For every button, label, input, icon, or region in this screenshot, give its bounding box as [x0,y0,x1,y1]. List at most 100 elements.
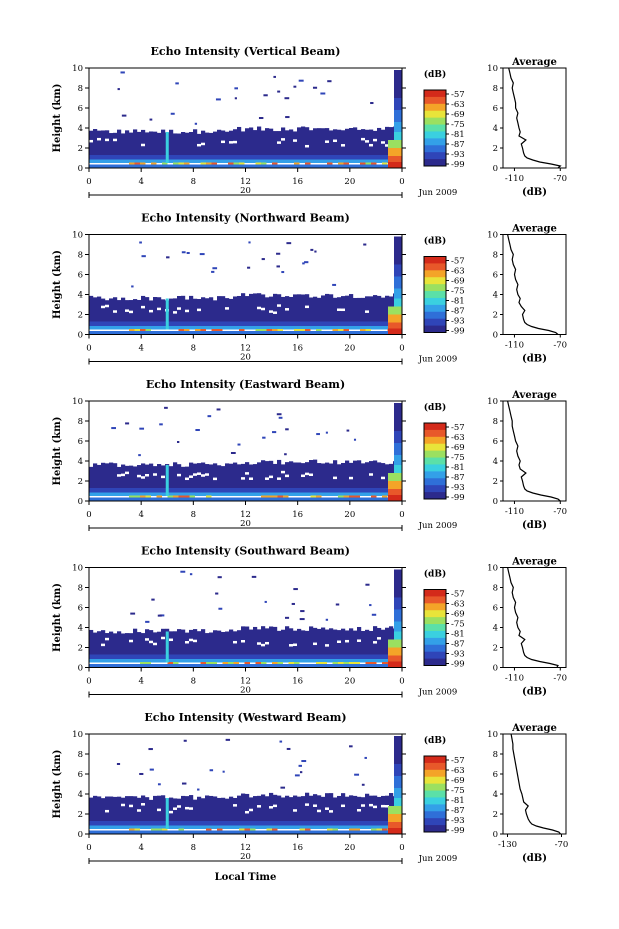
echo-band-cell [93,463,98,490]
echo-band-cell [173,798,178,823]
colorbar-tick-label: -87 [451,140,465,150]
echo-band-cell [141,295,146,324]
x-tick-label: 16 [292,177,303,187]
echo-band-cell [205,464,210,490]
scatter-echo [139,772,144,775]
echo-gap [161,636,166,640]
echo-gap [385,144,390,147]
profile-y-tick-label: 4 [493,124,498,134]
echo-band-cell [277,630,282,657]
echo-gap [341,308,346,312]
echo-band-cell [337,795,342,823]
scatter-echo [175,82,179,85]
echo-band-cell [145,132,150,157]
echo-band-cell [317,628,322,657]
rain-column-cell [388,140,402,148]
date-label: Jun 2009 [418,854,458,864]
echo-band-cell [377,127,382,157]
scatter-echo [121,114,127,117]
y-tick-label: 6 [78,604,83,614]
rain-column-cell [394,631,402,640]
colorbar-tick-label: -75 [451,786,465,796]
echo-band-cell [149,463,154,490]
echo-band-cell [137,465,142,490]
echo-band-cell [137,131,142,157]
rain-column-cell [388,481,402,489]
echo-band-cell [273,293,278,324]
echo-gap [325,140,330,143]
echo-gap [281,138,286,141]
echo-band-cell [289,129,294,157]
colorbar-cell [424,756,446,764]
scatter-echo [298,79,304,82]
rain-column-cell [394,443,402,455]
echo-band-cell [201,297,206,324]
echo-band-cell [373,795,378,823]
scatter-echo [276,265,280,268]
echo-band-cell [233,296,238,324]
colorbar-tick-label: -63 [451,100,465,110]
colorbar-tick-label: -99 [451,826,465,836]
scatter-echo [327,80,332,83]
echo-band-cell [345,460,350,490]
echo-band-cell [109,796,114,823]
echo-band-cell [337,129,342,157]
echo-band-cell [309,795,314,823]
echo-band-cell [105,633,110,657]
profile-y-tick-label: 6 [493,104,498,114]
colorbar-cell [424,471,446,479]
echo-band-cell [133,466,138,490]
echo-gap [341,144,346,147]
echo-gap [125,309,130,312]
echo-band-cell [369,795,374,823]
rain-column-cell [394,288,402,299]
echo-band-cell [281,296,286,324]
echo-gap [197,308,202,312]
echo-band-cell [333,797,338,823]
scatter-echo [332,283,337,286]
y-tick-label: 0 [78,664,83,674]
colorbar-frame [423,256,447,333]
x-tick-label: 16 [292,510,303,520]
echo-band-cell [297,127,302,157]
y-tick-label: 8 [78,584,83,594]
echo-band-cell [345,630,350,657]
echo-band-cell [365,462,370,490]
colorbar-cell [424,124,446,132]
colorbar-tick-label: -81 [451,796,465,806]
colorbar-cell [424,263,446,271]
colorbar-frame [423,89,447,167]
echo-band-cell [133,299,138,324]
echo-band-cell [229,796,234,823]
colorbar-cell [424,145,446,153]
rain-column-cell [394,78,402,98]
echo-band-cell [305,127,310,157]
echo-gap [169,810,174,814]
scatter-echo [273,75,276,78]
scatter-echo [261,258,265,261]
echo-band-cell [293,131,298,157]
profile-y-tick-label: 0 [493,164,498,174]
scatter-echo [314,250,317,253]
y-tick-label: 4 [78,457,83,467]
x-tick-label: 12 [240,510,251,520]
rain-column-cell [388,162,402,168]
echo-band-cell [349,294,354,324]
colorbar-cell [424,256,446,264]
scatter-echo [284,616,290,619]
profile-title: Average [511,723,557,734]
low-layer-cyan [89,159,390,163]
profile-x-tick-label: -110 [505,674,524,684]
scatter-echo [298,764,302,767]
echo-gap [337,640,342,644]
echo-band-cell [285,626,290,657]
echo-band-cell [189,295,194,324]
echo-band-cell [265,796,270,823]
scatter-echo [304,261,309,264]
echo-gap [333,476,338,480]
rain-column-cell [388,814,402,822]
colorbar-tick-label: -99 [451,327,465,337]
echo-band-cell [321,627,326,657]
colorbar-tick-label: -57 [451,257,465,267]
echo-band-cell [173,631,178,657]
